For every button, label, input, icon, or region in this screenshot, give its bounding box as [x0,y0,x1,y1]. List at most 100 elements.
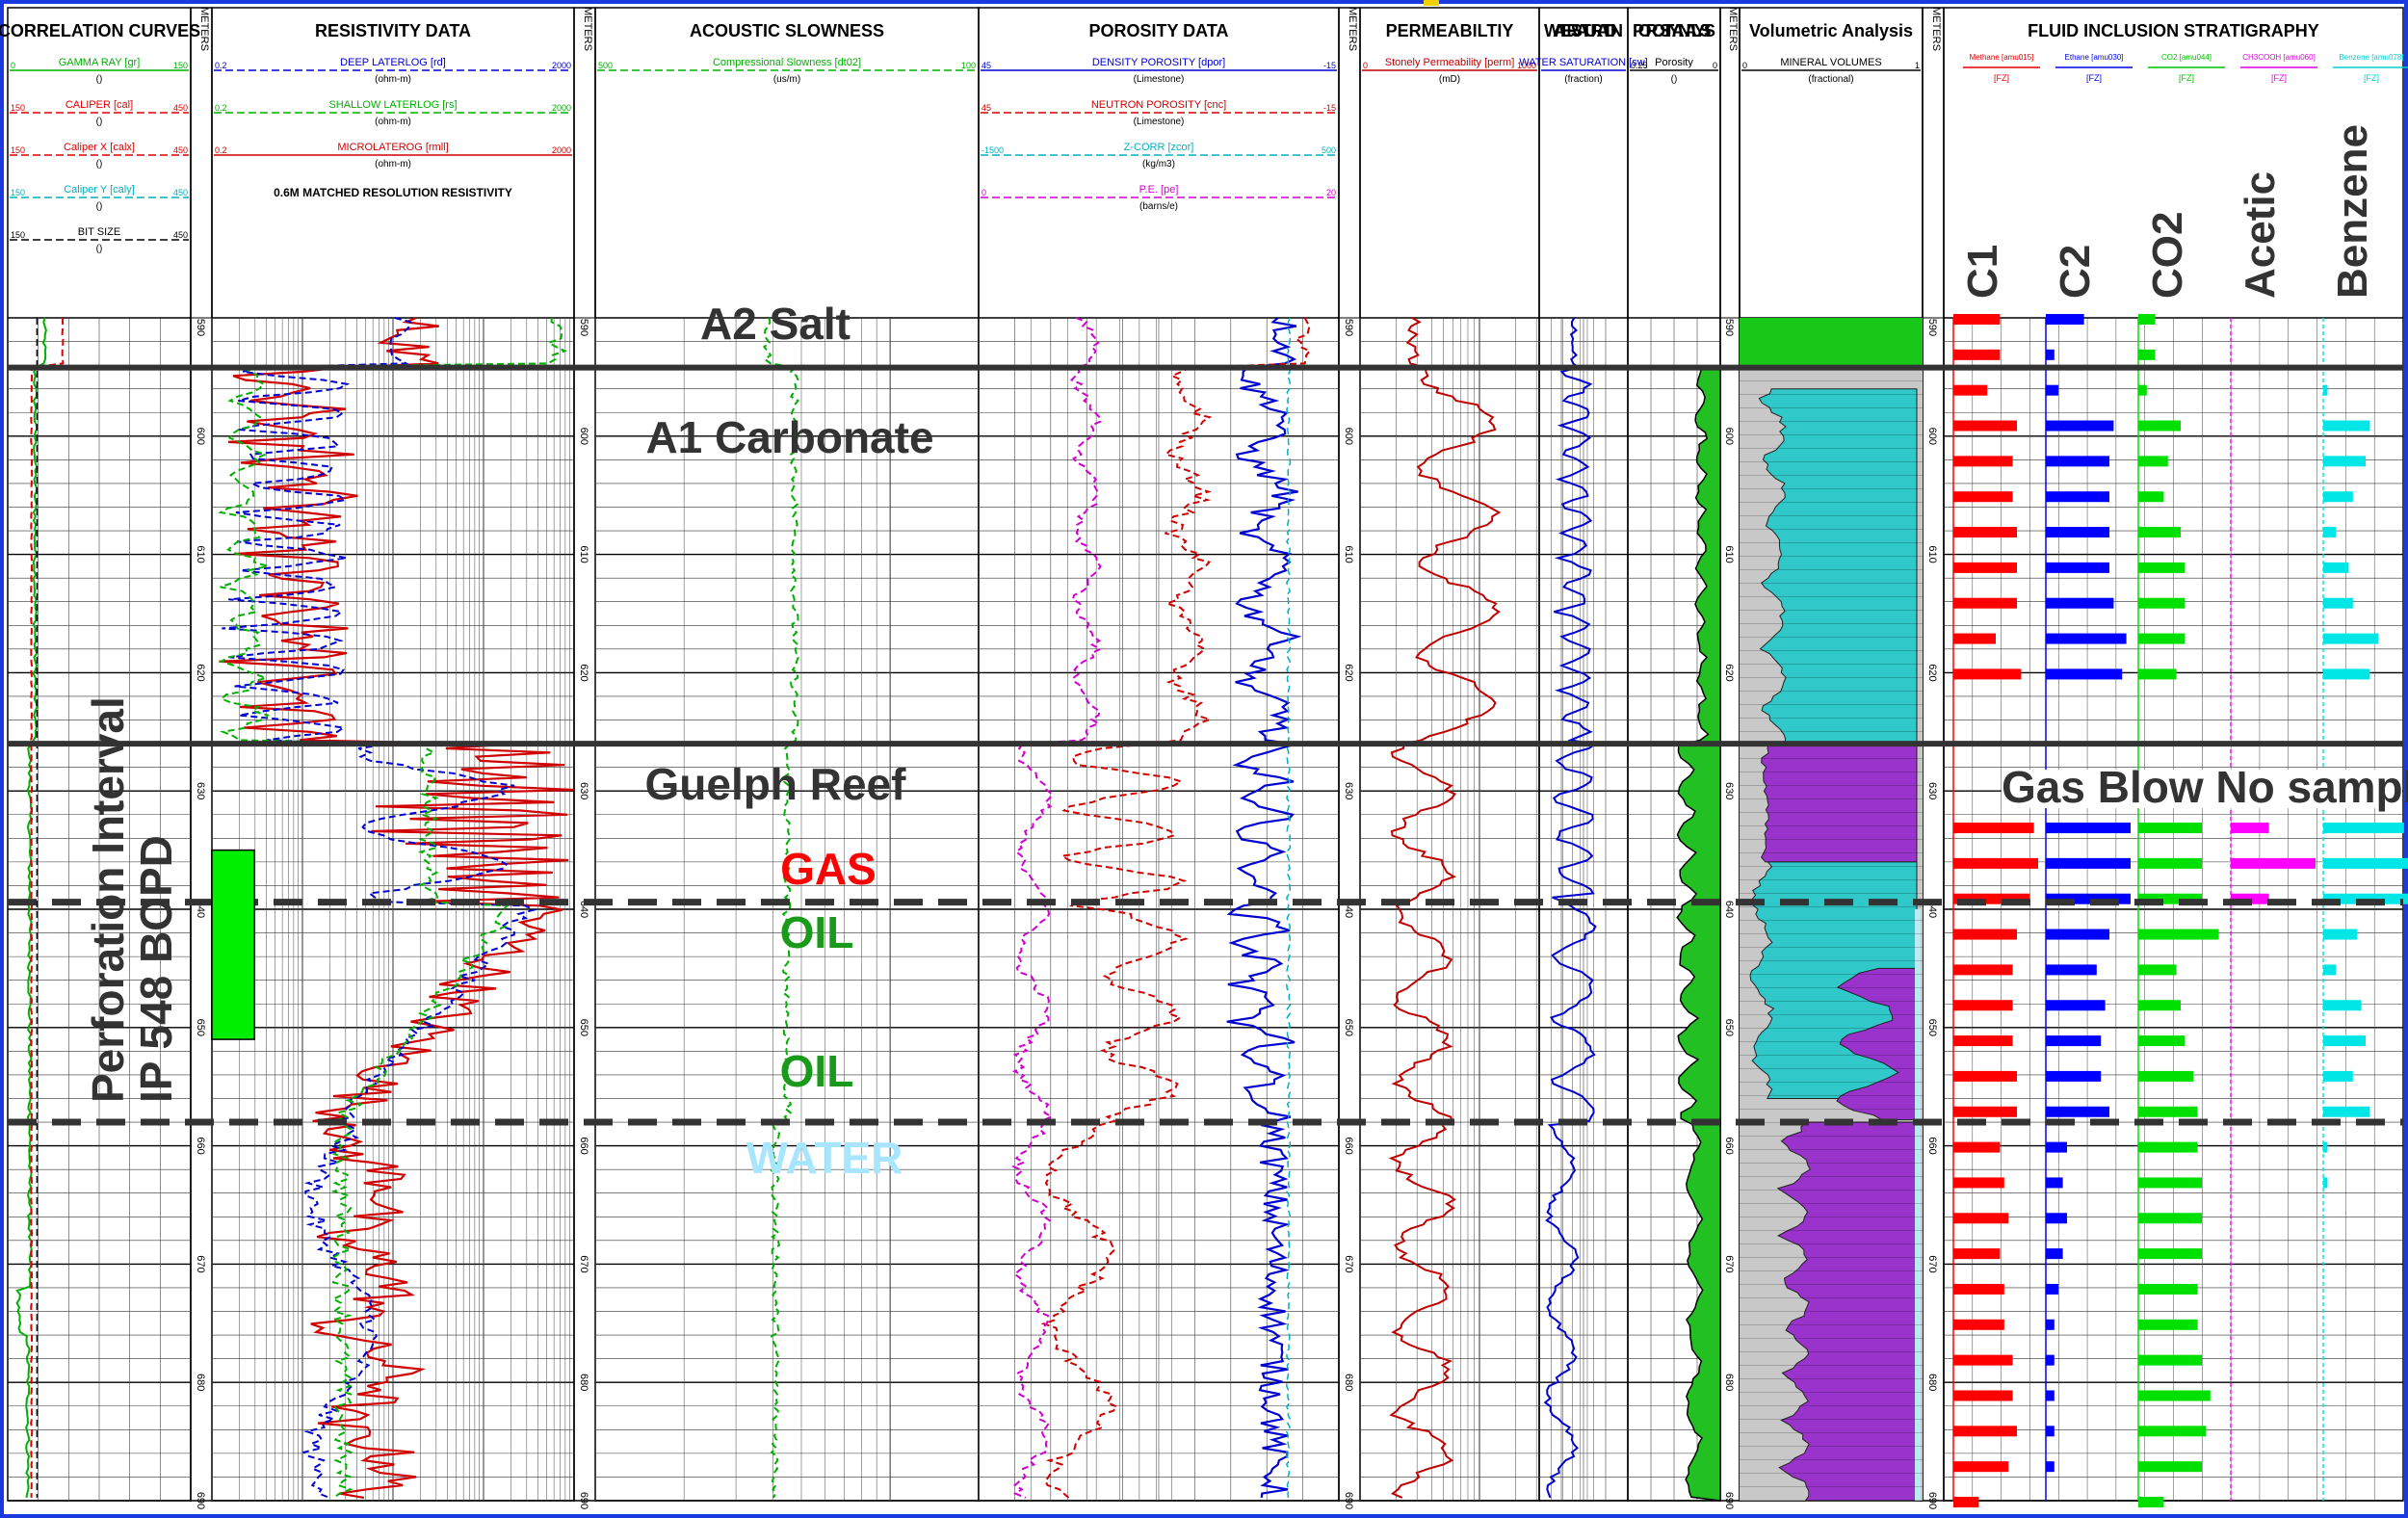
z-corr-curve [1285,317,1292,1498]
fis-bar-acetic [2231,857,2316,869]
fis-bar-c1 [1953,384,1988,396]
fis-bar-co2 [2138,857,2202,869]
fis-bar-c2 [2046,527,2109,538]
depth-tick-label: 690 [1926,1492,1938,1509]
fis-bar-co2 [2138,597,2186,609]
track-title-res: RESISTIVITY DATA [315,21,471,40]
fis-bar-c1 [1953,668,2022,680]
depth-tick-label: 590 [195,319,206,336]
fis-bar-benzene [2323,1177,2328,1189]
depth-tick-label: 600 [1343,428,1354,445]
depth-tick-label: 660 [578,1137,589,1154]
curve-unit: (Limestone) [1134,117,1185,127]
depth-tick-label: 600 [1926,428,1938,445]
fis-bar-c2 [2046,929,2109,940]
curve-name-poro: P.E. [pe] [1139,184,1179,196]
fis-bar-c2 [2046,1035,2102,1047]
track-title-corr: CORRELATION CURVES [0,21,200,40]
track-title-acou: ACOUSTIC SLOWNESS [690,21,884,40]
fis-bar-c2 [2046,1390,2055,1401]
fis-bar-benzene [2323,527,2337,538]
fis-bar-co2 [2138,491,2164,503]
permeability-curve [1388,317,1502,1499]
depth-unit-label: METERS [1930,7,1942,51]
curve-max: 2000 [552,61,571,70]
fis-bar-c2 [2046,314,2084,325]
fis-bar-c2 [2046,491,2109,503]
curve-min: 45 [982,61,991,70]
curve-max: 500 [1322,145,1336,155]
curve-min: 45 [982,103,991,113]
pore-volume [1915,909,1921,1501]
curve-max: 150 [173,61,188,70]
fis-bar-c1 [1953,633,1996,644]
curve-max: -15 [1323,61,1336,70]
depth-tick-label: 660 [1926,1137,1938,1154]
curve-unit: () [96,74,103,85]
top-marker [1424,0,1439,6]
porosity-fill [1676,366,1721,1502]
curve-unit: (fractional) [1808,74,1853,85]
formation-label: Guelph Reef [645,759,907,809]
fis-bar-co2 [2138,1177,2202,1189]
fis-bar-co2 [2138,1248,2202,1260]
curve-min: 150 [11,230,25,240]
fis-bar-c1 [1953,1213,2009,1224]
shallow-laterolog-curve [218,317,567,1499]
track-title-sw: WATER SATURATION [1544,21,1623,40]
curve-name-corr: BIT SIZE [78,226,120,238]
curve-name-res: SHALLOW LATERLOG [rs] [328,99,457,111]
fluid-label-oil: OIL [780,1046,854,1096]
curve-name-vol: MINERAL VOLUMES [1780,57,1881,68]
fis-bar-co2 [2138,1035,2186,1047]
curve-name-poro: DENSITY POROSITY [dpor] [1092,57,1225,68]
fis-bar-co2 [2138,1283,2198,1295]
deep-laterolog-curve [222,317,537,1499]
depth-tick-label: 680 [1343,1374,1354,1391]
curve-unit: (ohm-m) [375,74,411,85]
perforation-interval-box [211,849,255,1040]
fis-curve-unit: [FZ] [2086,73,2102,83]
fis-bar-c2 [2046,1177,2063,1189]
depth-tick-label: 610 [195,545,206,563]
perforation-label: Perforation Interval [83,696,133,1103]
fis-bar-c1 [1953,929,2017,940]
fis-bar-c1 [1953,1248,2001,1260]
curve-min: 0 [1742,61,1747,70]
depth-tick-label: 590 [1926,319,1938,336]
curve-name-corr: Caliper Y [caly] [64,184,135,196]
curve-name-corr: Caliper X [calx] [64,142,135,153]
fis-bar-co2 [2138,1497,2164,1507]
curve-min: 150 [11,103,25,113]
fis-bar-co2 [2138,1354,2202,1366]
fis-bar-c2 [2046,1000,2106,1011]
curve-unit: (barns/e) [1139,201,1178,212]
curve-name-corr: CALIPER [cal] [65,99,133,111]
curve-unit: (ohm-m) [375,117,411,127]
depth-unit-label: METERS [1347,7,1358,51]
caliper-curve [30,317,65,1498]
depth-tick-label: 690 [1723,1492,1735,1509]
fluid-label-water: WATER [746,1133,903,1183]
fis-bar-co2 [2138,1141,2198,1153]
microlaterolog-curve [219,316,574,1499]
fis-bar-c2 [2046,964,2097,976]
fis-bar-c1 [1953,597,2017,609]
perforation-production-label: IP 548 BOPD [131,835,181,1103]
fis-bar-co2 [2138,349,2156,360]
fis-bar-c1 [1953,857,2038,869]
fis-bar-co2 [2138,1461,2202,1473]
neutron-porosity-curve [1040,317,1312,1499]
depth-tick-label: 620 [1926,664,1938,681]
curve-unit: (mD) [1439,74,1460,85]
curve-max: 0 [1713,61,1717,70]
fis-bar-c1 [1953,1283,2004,1295]
fis-bar-co2 [2138,384,2147,396]
curve-min: 0.2 [215,145,227,155]
curve-max: 450 [173,230,188,240]
fis-bar-co2 [2138,456,2168,467]
fis-bar-c1 [1953,1461,2009,1473]
fis-bar-c2 [2046,1319,2055,1330]
track-title-vol: Volumetric Analysis [1749,21,1913,40]
depth-tick-label: 650 [1343,1019,1354,1036]
